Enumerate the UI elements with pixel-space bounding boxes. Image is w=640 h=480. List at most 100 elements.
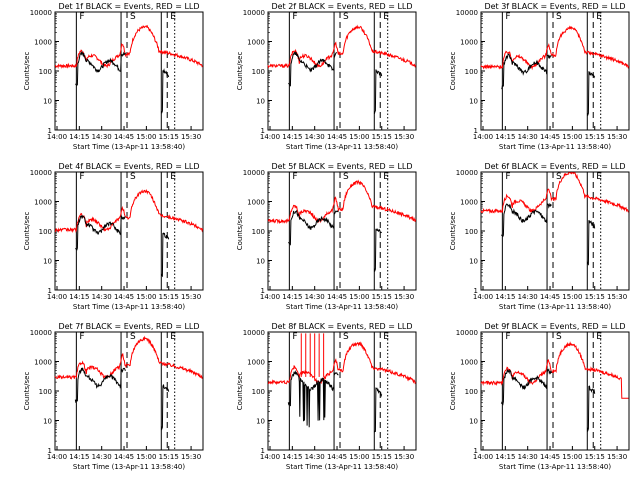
y-tick-label: 10000 xyxy=(456,169,478,177)
time-marker-label: F xyxy=(79,332,84,342)
x-tick-label: 15:00 xyxy=(136,133,156,141)
x-tick-label: 14:00 xyxy=(260,133,280,141)
time-marker-label: E xyxy=(596,332,602,342)
x-tick-label: 14:45 xyxy=(327,293,347,301)
events-series-line xyxy=(288,51,338,87)
events-series-line xyxy=(160,232,170,278)
x-tick-label: 15:00 xyxy=(136,293,156,301)
x-tick-label: 14:30 xyxy=(92,453,112,461)
x-tick-label: 14:15 xyxy=(495,133,515,141)
y-axis-label: Counts/sec xyxy=(23,372,31,411)
y-tick-label: 10 xyxy=(469,418,478,426)
x-tick-label: 14:45 xyxy=(540,453,560,461)
x-tick-label: 14:15 xyxy=(69,133,89,141)
time-marker-label: S xyxy=(343,332,349,342)
x-tick-label: 14:15 xyxy=(495,453,515,461)
x-tick-label: 14:00 xyxy=(47,453,67,461)
detector-panel-5: Det 5f BLACK = Events, RED = LLD 1 10 100 10… xyxy=(236,162,417,311)
time-marker-label: S xyxy=(556,12,562,22)
x-tick-label: 15:15 xyxy=(159,453,179,461)
detector-panel-9: Det 9f BLACK = Events, RED = LLD 1 10 100 10… xyxy=(449,322,630,471)
x-tick-label: 15:00 xyxy=(562,453,582,461)
lld-series-line xyxy=(54,188,204,234)
y-tick-label: 1 xyxy=(48,447,52,455)
plot-frame xyxy=(267,11,417,131)
events-series-line xyxy=(500,202,552,238)
time-marker-label: F xyxy=(505,12,510,22)
detector-panel-6: Det 6f BLACK = Events, RED = LLD 1 10 100 10… xyxy=(449,162,630,311)
y-axis-label: Counts/sec xyxy=(236,52,244,91)
y-tick-label: 1 xyxy=(474,287,478,295)
panel-title: Det 1f BLACK = Events, RED = LLD xyxy=(58,2,199,11)
x-tick-label: 15:30 xyxy=(394,293,414,301)
x-tick-label: 15:00 xyxy=(349,133,369,141)
y-tick-label: 10 xyxy=(43,98,52,106)
y-tick-label: 1 xyxy=(474,127,478,135)
x-tick-label: 15:15 xyxy=(372,293,392,301)
y-tick-label: 1 xyxy=(48,127,52,135)
y-tick-label: 1 xyxy=(48,287,52,295)
y-axis-label: Counts/sec xyxy=(236,372,244,411)
plot-frame xyxy=(480,11,630,131)
x-tick-label: 15:15 xyxy=(585,453,605,461)
y-tick-label: 10000 xyxy=(243,169,265,177)
y-tick-label: 1 xyxy=(261,127,265,135)
y-tick-label: 1000 xyxy=(460,39,478,47)
x-tick-label: 15:00 xyxy=(562,133,582,141)
x-tick-label: 15:15 xyxy=(159,133,179,141)
x-tick-label: 15:15 xyxy=(372,133,392,141)
y-tick-label: 10 xyxy=(256,98,265,106)
x-axis-label: Start Time (13-Apr-11 13:58:40) xyxy=(73,463,185,471)
panel-title: Det 8f BLACK = Events, RED = LLD xyxy=(271,322,412,331)
events-series-line xyxy=(287,370,339,428)
y-tick-label: 10000 xyxy=(243,9,265,17)
x-tick-label: 14:00 xyxy=(47,293,67,301)
x-tick-label: 15:30 xyxy=(607,453,627,461)
y-tick-label: 10000 xyxy=(30,169,52,177)
x-tick-label: 14:00 xyxy=(260,453,280,461)
x-tick-label: 14:00 xyxy=(473,133,493,141)
y-tick-label: 1 xyxy=(261,447,265,455)
x-tick-label: 15:15 xyxy=(585,293,605,301)
y-tick-label: 100 xyxy=(465,388,478,396)
x-axis-label: Start Time (13-Apr-11 13:58:40) xyxy=(73,143,185,151)
time-marker-label: S xyxy=(556,332,562,342)
time-marker-label: S xyxy=(130,172,136,182)
x-tick-label: 15:00 xyxy=(349,453,369,461)
lld-series-line xyxy=(480,25,630,71)
x-axis-label: Start Time (13-Apr-11 13:58:40) xyxy=(286,143,398,151)
y-tick-label: 1000 xyxy=(34,199,52,207)
time-marker-label: E xyxy=(383,332,389,342)
events-series-line xyxy=(75,50,126,86)
y-tick-label: 10000 xyxy=(243,329,265,337)
x-tick-label: 14:15 xyxy=(69,293,89,301)
y-tick-label: 1 xyxy=(474,447,478,455)
time-marker-label: F xyxy=(292,332,297,342)
x-tick-label: 15:30 xyxy=(181,293,201,301)
y-axis-label: Counts/sec xyxy=(236,212,244,251)
panel-title: Det 4f BLACK = Events, RED = LLD xyxy=(58,162,199,171)
detector-panel-1: Det 1f BLACK = Events, RED = LLD 1 10 100 10… xyxy=(23,2,204,151)
panel-title: Det 3f BLACK = Events, RED = LLD xyxy=(484,2,625,11)
x-tick-label: 15:30 xyxy=(181,133,201,141)
x-tick-label: 15:15 xyxy=(585,133,605,141)
x-tick-label: 14:45 xyxy=(114,293,134,301)
x-tick-label: 14:30 xyxy=(92,133,112,141)
panel-title: Det 2f BLACK = Events, RED = LLD xyxy=(271,2,412,11)
panel-title: Det 5f BLACK = Events, RED = LLD xyxy=(271,162,412,171)
x-tick-label: 15:00 xyxy=(562,293,582,301)
x-axis-label: Start Time (13-Apr-11 13:58:40) xyxy=(499,463,611,471)
x-axis-label: Start Time (13-Apr-11 13:58:40) xyxy=(499,303,611,311)
x-tick-label: 15:30 xyxy=(607,293,627,301)
panel-title: Det 6f BLACK = Events, RED = LLD xyxy=(484,162,625,171)
y-tick-label: 100 xyxy=(465,228,478,236)
y-axis-label: Counts/sec xyxy=(449,212,457,251)
time-marker-label: F xyxy=(79,172,84,182)
x-tick-label: 14:30 xyxy=(518,453,538,461)
y-tick-label: 10000 xyxy=(30,329,52,337)
x-tick-label: 15:30 xyxy=(181,453,201,461)
y-tick-label: 100 xyxy=(39,388,52,396)
events-series-line xyxy=(501,53,552,90)
y-tick-label: 100 xyxy=(39,68,52,76)
y-tick-label: 10000 xyxy=(456,9,478,17)
